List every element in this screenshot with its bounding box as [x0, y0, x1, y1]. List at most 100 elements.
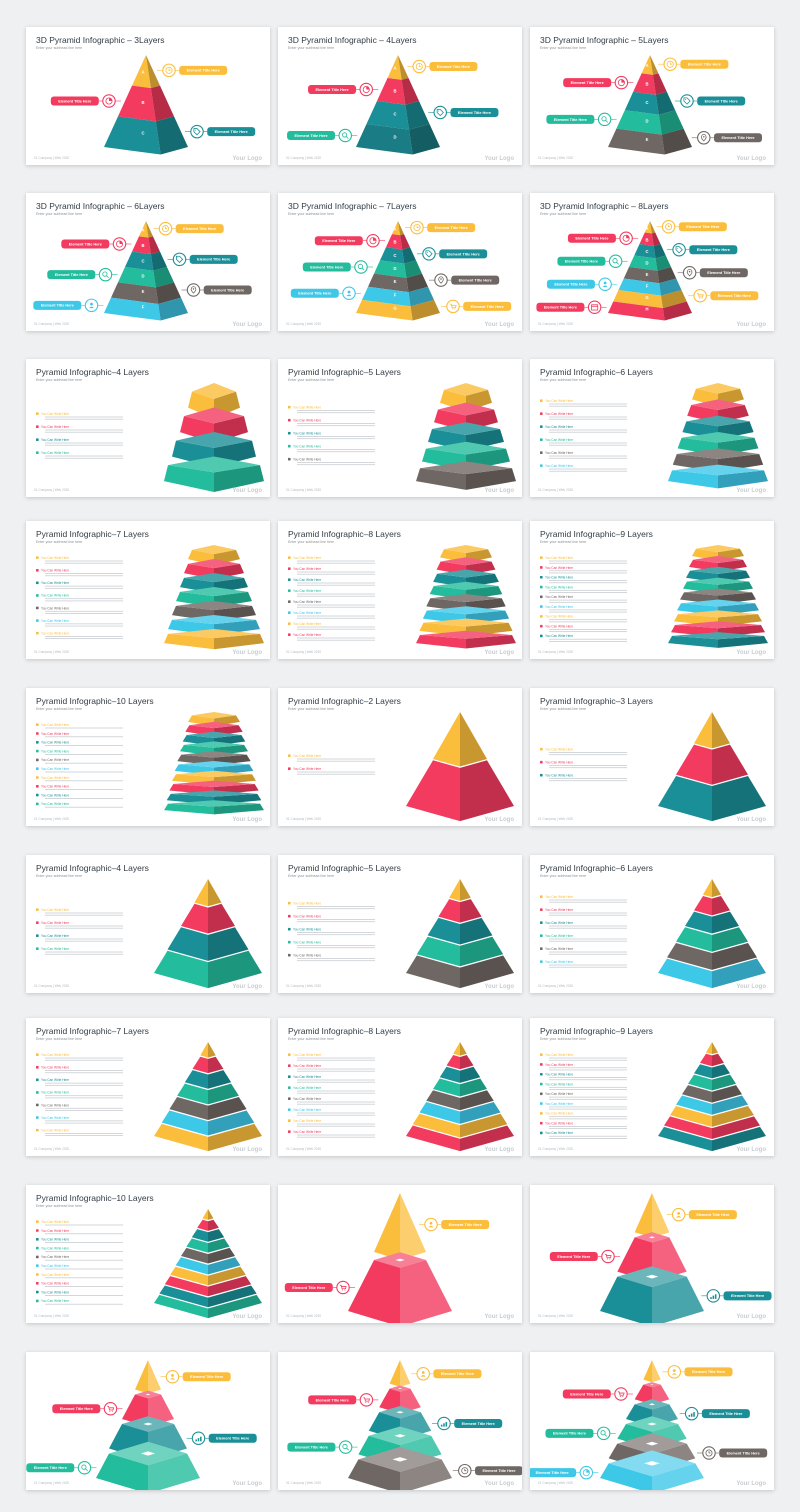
- slide-thumbnail[interactable]: You Can Write Here You Can Write Here You …: [278, 359, 522, 497]
- list-item: You Can Write Here: [540, 556, 627, 564]
- list-bullet-icon: [540, 399, 543, 402]
- list-heading: You Can Write Here: [545, 921, 573, 925]
- list-item: You Can Write Here: [36, 451, 123, 459]
- list-item: You Can Write Here: [288, 1119, 375, 1127]
- list-item: You Can Write Here: [36, 1290, 123, 1296]
- list-bullet-icon: [36, 1299, 39, 1303]
- slide-thumbnail[interactable]: Element Title Here Element Title Here Elem…: [278, 1352, 522, 1490]
- list-bullet-icon: [288, 1119, 291, 1122]
- slide-thumbnail[interactable]: You Can Write Here You Can Write Here You …: [530, 1018, 774, 1156]
- slide-thumbnail[interactable]: You Can Write Here You Can Write Here You …: [26, 521, 270, 659]
- list-bullet-icon: [36, 908, 39, 911]
- slide-thumbnail[interactable]: Element Title Here Element Title Here 01 C…: [278, 1185, 522, 1323]
- list-text-line: [297, 584, 375, 586]
- label-callout: Element Title Here: [658, 57, 729, 71]
- slide-thumbnail[interactable]: Element Title Here Element Title Here Elem…: [26, 1352, 270, 1490]
- exploded-layer-side: [652, 1193, 670, 1238]
- slide-thumbnail[interactable]: A Element Title Here B Element Title Here C E…: [26, 193, 270, 331]
- user-icon: [342, 286, 356, 301]
- pyramid-layer-side: [653, 244, 666, 259]
- list-item: You Can Write Here: [36, 1255, 123, 1261]
- slide-subtitle: Enter your subhead line here: [288, 212, 335, 216]
- layer-letter: A: [141, 228, 144, 233]
- cone-layer-front: [700, 1053, 712, 1067]
- slide-thumbnail[interactable]: You Can Write Here You Can Write Here You …: [530, 359, 774, 497]
- pyramid-layer-side: [148, 236, 160, 255]
- list-heading: You Can Write Here: [545, 438, 573, 442]
- list-text-line: [297, 593, 375, 595]
- slide-thumbnail[interactable]: You Can Write Here You Can Write Here You …: [26, 1018, 270, 1156]
- slide-thumbnail[interactable]: You Can Write Here You Can Write Here You …: [26, 359, 270, 497]
- list-heading: You Can Write Here: [41, 785, 69, 789]
- list-bullet-icon: [36, 749, 39, 753]
- list-bullet-icon: [540, 412, 543, 415]
- slide-thumbnail[interactable]: You Can Write Here You Can Write Here You …: [278, 521, 522, 659]
- slide-thumbnail[interactable]: You Can Write Here You Can Write Here You …: [278, 855, 522, 993]
- slide-thumbnail[interactable]: A Element Title Here B Element Title Here C E…: [278, 27, 522, 165]
- slide-subtitle: Enter your subhead line here: [540, 1037, 587, 1041]
- cone-layer-front: [192, 1056, 208, 1074]
- list-item: You Can Write Here: [36, 1264, 123, 1270]
- slide-subtitle: Enter your subhead line here: [288, 874, 335, 878]
- slide-thumbnail[interactable]: You Can Write Here You Can Write Here You …: [26, 1185, 270, 1323]
- list-bullet-icon: [288, 1130, 291, 1133]
- element-title-pill: [52, 1404, 101, 1414]
- list-bullet-icon: [288, 1064, 291, 1067]
- pyramid-layer-front: [629, 255, 658, 271]
- list-text-line: [549, 431, 627, 433]
- pyramid-layer-front: [377, 78, 406, 105]
- slide-footer-company: 01 Company | Web 2020: [34, 650, 70, 654]
- label-callout: Element Title Here: [666, 1207, 737, 1222]
- list-bullet-icon: [288, 418, 291, 422]
- pyramid-layer-front: [608, 128, 665, 155]
- slide-thumbnail[interactable]: You Can Write Here You Can Write Here You …: [26, 688, 270, 826]
- slide-thumbnail[interactable]: You Can Write Here You Can Write Here You …: [26, 855, 270, 993]
- slide-thumbnail[interactable]: You Can Write Here You Can Write Here You …: [530, 521, 774, 659]
- slide-thumbnail[interactable]: You Can Write Here You Can Write Here You …: [278, 1018, 522, 1156]
- pyramid-layer-side: [150, 251, 167, 271]
- list-bullet-icon: [36, 1091, 39, 1094]
- list-bullet-icon: [540, 451, 543, 454]
- slide-footer-logo: Your Logo: [484, 322, 514, 328]
- slide-thumbnail[interactable]: You Can Write Here You Can Write Here Pyra…: [278, 688, 522, 826]
- list-heading: You Can Write Here: [545, 634, 573, 638]
- element-title-pill: [723, 1291, 772, 1301]
- slide-thumbnail[interactable]: A Element Title Here B Element Title Here C E…: [530, 193, 774, 331]
- cone-layer-front: [191, 1229, 208, 1242]
- list-text-line: [45, 798, 123, 799]
- list-heading: You Can Write Here: [41, 1053, 69, 1057]
- slide-thumbnail[interactable]: A Element Title Here B Element Title Here C E…: [26, 27, 270, 165]
- pyramid-layer-side: [655, 91, 676, 115]
- slide-thumbnail[interactable]: Element Title Here Element Title Here Elem…: [530, 1352, 774, 1490]
- layer-letter: F: [394, 292, 397, 297]
- cone-layer-front: [694, 1064, 712, 1079]
- list-text-line: [549, 470, 627, 472]
- list-bullet-icon: [540, 773, 543, 777]
- list-text-line: [45, 1110, 123, 1111]
- slide-thumbnail[interactable]: A Element Title Here B Element Title Here C E…: [530, 27, 774, 165]
- slide-footer-company: 01 Company | Web 2020: [538, 1481, 574, 1485]
- element-title-pill: [545, 1428, 594, 1438]
- list-heading: You Can Write Here: [293, 432, 321, 436]
- label-callout: Element Title Here: [536, 300, 607, 315]
- pyramid-layer-front: [634, 244, 656, 259]
- cone-layer-side: [712, 879, 721, 898]
- list-item: You Can Write Here: [540, 464, 627, 472]
- list-text-line: [549, 901, 627, 903]
- list-bullet-icon: [288, 914, 291, 918]
- list-text-line: [549, 953, 627, 955]
- slide-thumbnail[interactable]: Element Title Here Element Title Here Elem…: [530, 1185, 774, 1323]
- list-text-line: [549, 752, 627, 753]
- slide-thumbnail[interactable]: You Can Write Here You Can Write Here You …: [530, 855, 774, 993]
- element-title-pill: [530, 1468, 577, 1478]
- slide-footer-company: 01 Company | Web 2020: [286, 1314, 322, 1318]
- stack-layer-top: [176, 601, 252, 611]
- cart-icon: [693, 289, 707, 303]
- slide-thumbnail[interactable]: A Element Title Here B Element Title Here C E…: [278, 193, 522, 331]
- slide-thumbnail[interactable]: You Can Write Here You Can Write Here You …: [530, 688, 774, 826]
- element-title-pill: [450, 108, 499, 117]
- slide-footer-company: 01 Company | Web 2020: [286, 1147, 322, 1151]
- list-text-line: [45, 457, 123, 459]
- list-bullet-icon: [540, 908, 543, 911]
- stack-layer-top: [178, 761, 250, 768]
